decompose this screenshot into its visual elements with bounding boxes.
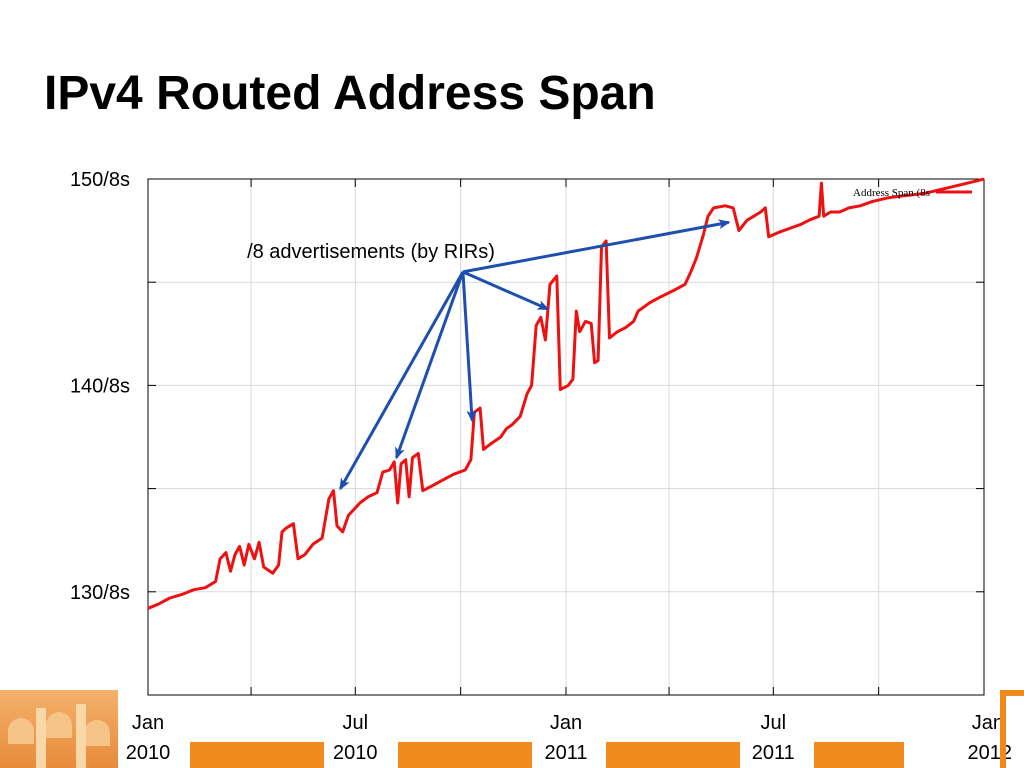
- x-tick-label-year: 2010: [126, 742, 171, 764]
- x-tick-label-year: 2011: [544, 742, 587, 764]
- footer-landmark-image: [0, 690, 118, 768]
- x-tick-label-month: Jan: [972, 712, 1004, 734]
- axis-ticks: 150/8s 140/8s 130/8s Jan 2010 Jul 2010 Jan 2011 J…: [70, 169, 1012, 764]
- y-tick-label: 130/8s: [70, 582, 130, 604]
- x-tick-label-month: Jul: [342, 712, 368, 734]
- legend: Address Span (8s: [853, 187, 972, 199]
- footer-band-2: [398, 742, 532, 768]
- annotation-arrow: [395, 271, 465, 460]
- x-tick-label-year: 2011: [752, 742, 795, 764]
- legend-label: Address Span (8s: [853, 187, 930, 199]
- annotation-arrow: [462, 219, 731, 274]
- footer-corner-accent: [1000, 690, 1024, 768]
- series-line-address-span: [147, 177, 985, 610]
- x-tick-label-month: Jul: [760, 712, 786, 734]
- annotation-text: /8 advertisements (by RIRs): [247, 241, 495, 263]
- x-tick-label-year: 2010: [333, 742, 378, 764]
- annotation-arrow: [462, 270, 550, 311]
- annotation-layer: /8 advertisements (by RIRs): [247, 219, 731, 491]
- y-tick-label: 140/8s: [70, 375, 130, 397]
- footer-date-band: [190, 742, 324, 768]
- slide-title: IPv4 Routed Address Span: [44, 67, 656, 120]
- x-tick-label-month: Jan: [132, 712, 164, 734]
- annotation-arrow: [461, 271, 477, 423]
- series-layer: [147, 177, 985, 610]
- annotation-arrow: [339, 271, 465, 491]
- footer-band-3: [606, 742, 740, 768]
- footer-band-4: [814, 742, 904, 768]
- x-tick-label-month: Jan: [550, 712, 582, 734]
- y-tick-label: 150/8s: [70, 169, 130, 191]
